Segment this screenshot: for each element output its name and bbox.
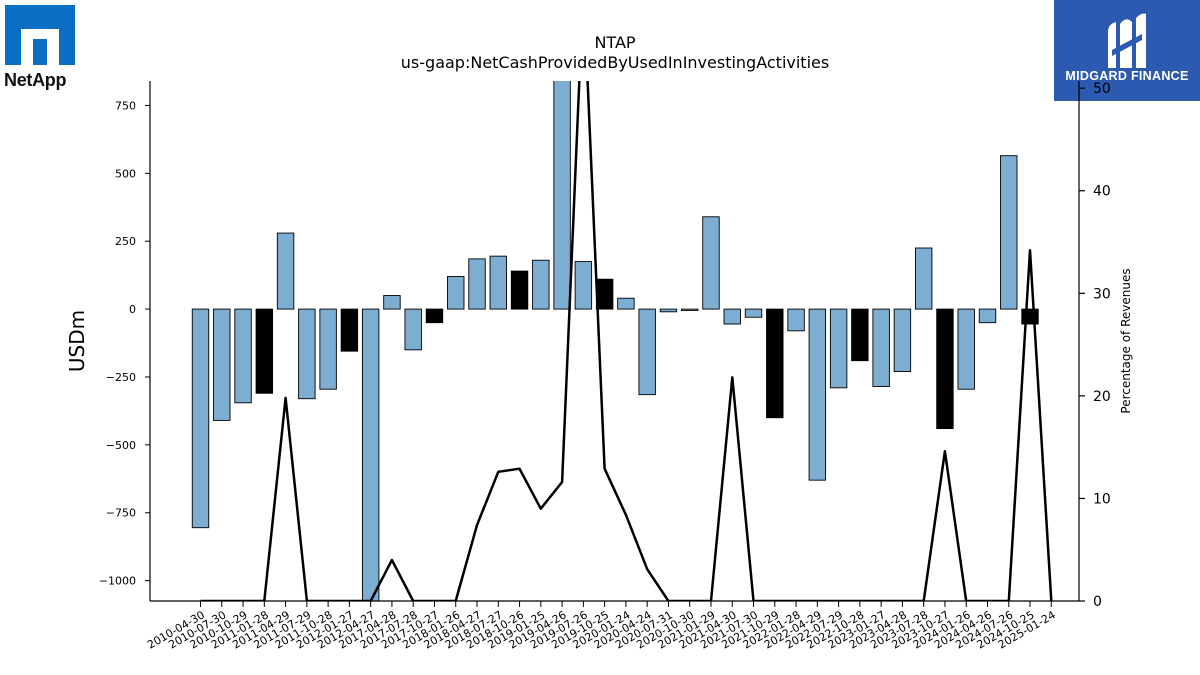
bar <box>404 308 422 351</box>
midgard-finance-logo: MIDGARD FINANCE <box>1054 0 1200 101</box>
bar <box>702 216 720 310</box>
bar <box>893 308 912 372</box>
bar <box>914 247 933 310</box>
bar <box>617 297 635 310</box>
bar <box>532 259 550 310</box>
bar <box>489 255 507 310</box>
y-axis-label: USDm <box>65 310 89 372</box>
y-tick-label: 250 <box>115 235 136 248</box>
bar <box>361 308 380 601</box>
midgard-logo-icon <box>1108 13 1146 68</box>
midgard-logo-text: MIDGARD FINANCE <box>1065 69 1189 83</box>
y-tick-label: 0 <box>129 303 136 316</box>
netapp-logo-mark <box>5 5 75 65</box>
y-right-tick-label: 10 <box>1093 491 1111 507</box>
netapp-logo: NetApp <box>4 4 84 94</box>
bar <box>574 261 593 310</box>
chart-title: NTAP <box>594 33 635 52</box>
bar <box>978 308 997 324</box>
series-line <box>200 81 1053 601</box>
chart-subtitle: us-gaap:NetCashProvidedByUsedInInvesting… <box>401 53 829 72</box>
bar <box>1021 308 1039 325</box>
y-tick-label: −750 <box>106 507 136 520</box>
y-right-tick-label: 50 <box>1093 81 1111 97</box>
bar <box>681 308 699 311</box>
bar <box>191 308 210 529</box>
bar <box>723 308 741 325</box>
axes: −1000−750−500−25002505007500102030405020… <box>99 81 1111 652</box>
bar <box>957 308 975 390</box>
bar <box>808 308 827 481</box>
bar <box>319 308 337 390</box>
bar <box>936 308 954 430</box>
y-tick-label: −250 <box>106 371 136 384</box>
bar-group <box>191 81 1039 601</box>
bar <box>744 308 763 318</box>
bar <box>383 295 401 310</box>
bar <box>234 308 252 404</box>
netapp-logo-text: NetApp <box>4 70 67 90</box>
bar <box>595 278 614 310</box>
bar <box>468 258 486 310</box>
bar <box>255 308 274 394</box>
y-tick-label: −1000 <box>99 575 136 588</box>
bar <box>766 308 784 419</box>
y-tick-label: 500 <box>115 167 136 180</box>
y-right-tick-label: 0 <box>1093 594 1102 610</box>
bar <box>829 308 848 389</box>
bar <box>340 308 359 352</box>
y-right-tick-label: 20 <box>1093 389 1111 405</box>
bar <box>872 308 890 387</box>
bar <box>553 81 571 310</box>
bar <box>510 270 529 310</box>
line-group <box>200 81 1053 601</box>
bar <box>1000 155 1018 310</box>
bar <box>447 276 465 310</box>
bar <box>851 308 869 362</box>
y-axis-right-label: Percentage of Revenues <box>1119 268 1133 413</box>
bar <box>425 308 444 324</box>
bar <box>298 308 316 400</box>
bar <box>638 308 656 396</box>
bar <box>659 308 678 313</box>
bar <box>787 308 805 332</box>
y-tick-label: 750 <box>115 99 136 112</box>
bar <box>276 232 295 310</box>
bar <box>213 308 231 421</box>
y-tick-label: −500 <box>106 439 136 452</box>
y-right-tick-label: 30 <box>1093 286 1111 302</box>
y-right-tick-label: 40 <box>1093 184 1111 200</box>
